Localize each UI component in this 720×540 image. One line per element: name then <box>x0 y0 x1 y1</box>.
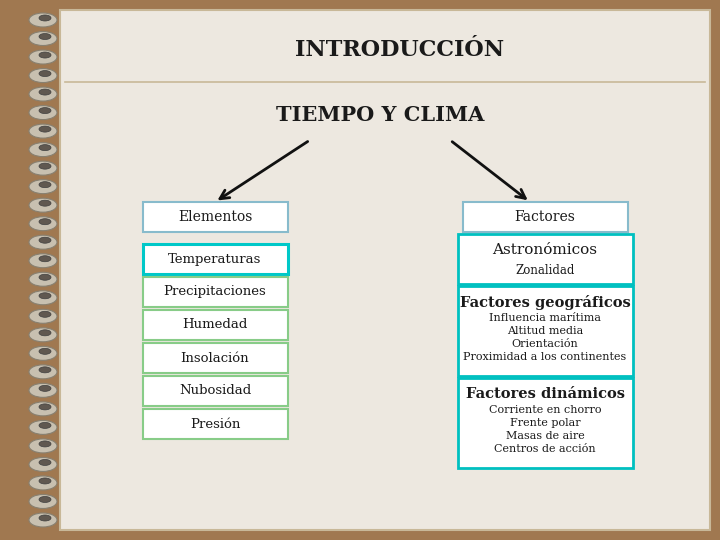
Bar <box>143 277 287 307</box>
Text: Nubosidad: Nubosidad <box>179 384 251 397</box>
Text: Factores: Factores <box>515 210 575 224</box>
Ellipse shape <box>39 293 51 299</box>
Text: Insolación: Insolación <box>181 352 249 365</box>
Ellipse shape <box>39 219 51 225</box>
Ellipse shape <box>39 367 51 373</box>
Ellipse shape <box>29 161 57 175</box>
Ellipse shape <box>39 460 51 465</box>
Bar <box>457 286 632 376</box>
Text: Corriente en chorro: Corriente en chorro <box>489 405 601 415</box>
Bar <box>462 202 628 232</box>
Ellipse shape <box>29 476 57 490</box>
Text: Precipitaciones: Precipitaciones <box>163 286 266 299</box>
Ellipse shape <box>39 496 51 503</box>
Ellipse shape <box>29 495 57 509</box>
Ellipse shape <box>39 330 51 336</box>
Ellipse shape <box>39 348 51 354</box>
Text: INTRODUCCIÓN: INTRODUCCIÓN <box>295 39 505 61</box>
Ellipse shape <box>29 309 57 323</box>
Text: Frente polar: Frente polar <box>510 418 580 428</box>
Ellipse shape <box>29 254 57 268</box>
Ellipse shape <box>29 87 57 101</box>
Bar <box>457 234 632 284</box>
Ellipse shape <box>39 404 51 410</box>
Text: Masas de aire: Masas de aire <box>505 431 585 441</box>
Ellipse shape <box>39 145 51 151</box>
Text: Temperaturas: Temperaturas <box>168 253 261 266</box>
Text: Astronómicos: Astronómicos <box>492 243 598 257</box>
Text: Factores dinámicos: Factores dinámicos <box>466 387 624 401</box>
Ellipse shape <box>39 515 51 521</box>
Text: Centros de acción: Centros de acción <box>494 444 596 454</box>
Text: Influencia marítima: Influencia marítima <box>489 313 601 323</box>
Text: Proximidad a los continentes: Proximidad a los continentes <box>464 352 626 362</box>
Ellipse shape <box>39 181 51 188</box>
Ellipse shape <box>39 386 51 392</box>
Ellipse shape <box>29 346 57 360</box>
Ellipse shape <box>29 69 57 83</box>
Bar <box>143 376 287 406</box>
Text: Elementos: Elementos <box>178 210 252 224</box>
Text: Orientación: Orientación <box>512 339 578 349</box>
Bar <box>143 202 287 232</box>
Ellipse shape <box>39 441 51 447</box>
Ellipse shape <box>29 383 57 397</box>
Text: Humedad: Humedad <box>182 319 248 332</box>
Ellipse shape <box>39 33 51 39</box>
Ellipse shape <box>39 311 51 318</box>
Ellipse shape <box>29 439 57 453</box>
Ellipse shape <box>39 71 51 77</box>
Ellipse shape <box>39 107 51 113</box>
Ellipse shape <box>29 513 57 527</box>
Text: Zonalidad: Zonalidad <box>516 264 575 276</box>
Ellipse shape <box>39 274 51 280</box>
Text: TIEMPO Y CLIMA: TIEMPO Y CLIMA <box>276 105 484 125</box>
Bar <box>143 343 287 373</box>
Ellipse shape <box>29 235 57 249</box>
Ellipse shape <box>39 422 51 428</box>
Bar <box>143 409 287 439</box>
Ellipse shape <box>29 217 57 231</box>
Bar <box>143 310 287 340</box>
Ellipse shape <box>29 272 57 286</box>
Ellipse shape <box>29 402 57 416</box>
Ellipse shape <box>39 237 51 243</box>
Text: Factores geográficos: Factores geográficos <box>459 294 631 309</box>
Ellipse shape <box>29 50 57 64</box>
Bar <box>457 378 632 468</box>
Ellipse shape <box>39 163 51 169</box>
Ellipse shape <box>29 106 57 119</box>
Ellipse shape <box>29 124 57 138</box>
Ellipse shape <box>39 200 51 206</box>
Bar <box>143 244 287 274</box>
Ellipse shape <box>29 143 57 157</box>
Ellipse shape <box>29 31 57 45</box>
Text: Altitud media: Altitud media <box>507 326 583 336</box>
Ellipse shape <box>29 291 57 305</box>
Ellipse shape <box>29 198 57 212</box>
Ellipse shape <box>39 126 51 132</box>
Text: Presión: Presión <box>190 417 240 430</box>
Ellipse shape <box>29 180 57 194</box>
Ellipse shape <box>39 478 51 484</box>
Ellipse shape <box>39 52 51 58</box>
Ellipse shape <box>39 89 51 95</box>
Ellipse shape <box>29 421 57 434</box>
Ellipse shape <box>39 15 51 21</box>
Ellipse shape <box>29 365 57 379</box>
Ellipse shape <box>39 256 51 262</box>
Ellipse shape <box>29 328 57 342</box>
Ellipse shape <box>29 13 57 27</box>
Ellipse shape <box>29 457 57 471</box>
